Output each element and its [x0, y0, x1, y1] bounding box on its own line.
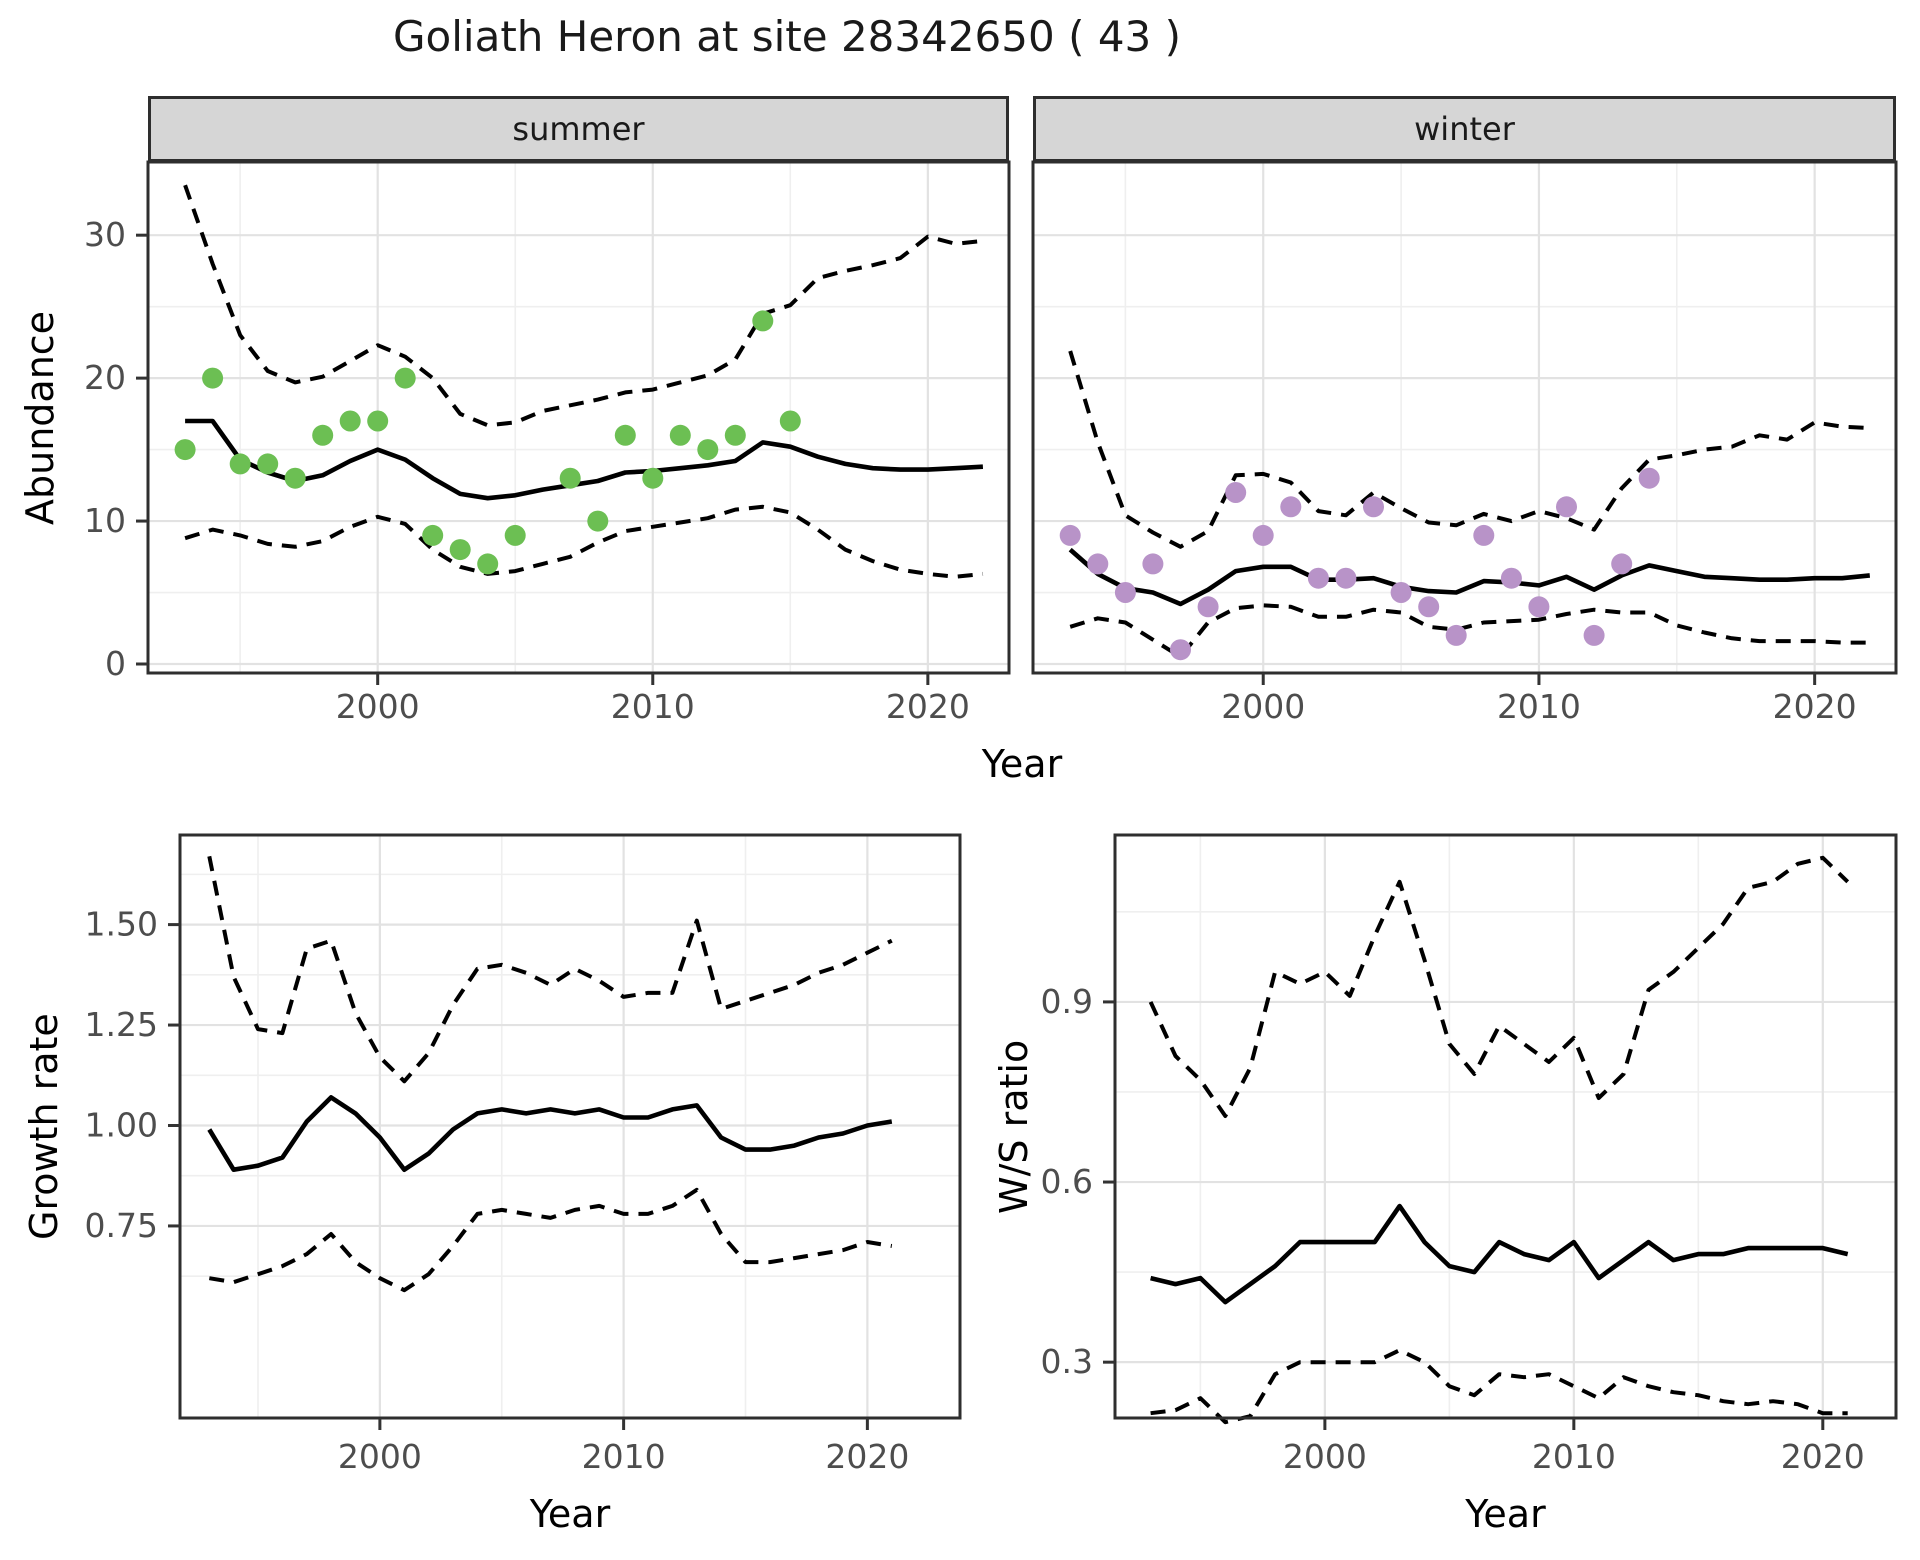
abundance-summer-observation-point	[477, 553, 499, 575]
y-tick-label: 1.25	[85, 1005, 158, 1044]
abundance-summer-observation-point	[697, 439, 719, 461]
y-tick-label: 0.6	[1041, 1162, 1093, 1201]
abundance-winter-observation-point	[1114, 582, 1136, 603]
y-tick-label: 20	[84, 358, 126, 397]
y-tick-label: 30	[84, 215, 126, 254]
x-tick-label: 2000	[1221, 687, 1305, 726]
abundance-winter-observation-point	[1390, 582, 1412, 603]
ws-ratio-mean-line	[1150, 1203, 1849, 1305]
abundance-winter-observation-point	[1445, 624, 1467, 646]
abundance-summer-panel-background	[148, 162, 1009, 673]
abundance-summer-observation-point	[367, 410, 389, 432]
abundance-summer-observation-point	[339, 410, 361, 432]
abundance-summer-observation-point	[614, 424, 636, 446]
x-axis-title-growth-rate: Year	[529, 1492, 611, 1536]
y-tick-label: 0.3	[1041, 1342, 1093, 1381]
y-tick-label: 1.00	[85, 1105, 158, 1144]
abundance-summer-observation-point	[312, 424, 334, 446]
ws-ratio-panel-background	[1115, 835, 1896, 1418]
facet-strip-winter-label: winter	[1414, 110, 1515, 148]
x-tick-label: 2000	[1283, 1437, 1367, 1476]
ws-ratio-upper_ci-line	[1148, 855, 1850, 1118]
abundance-winter-observation-point	[1087, 553, 1109, 575]
y-tick-label: 0.75	[85, 1206, 158, 1245]
y-tick-label: 10	[84, 501, 126, 540]
abundance-winter-observation-point	[1142, 553, 1164, 575]
abundance-summer-observation-point	[504, 524, 526, 546]
ws-ratio-lower_ci-line	[1150, 1348, 1848, 1425]
abundance-summer-mean-line	[185, 418, 984, 501]
abundance-winter-observation-point	[1059, 524, 1081, 546]
abundance-winter-observation-point	[1473, 524, 1495, 546]
abundance-winter-observation-point	[1528, 596, 1550, 618]
chart-title: Goliath Heron at site 28342650 ( 43 )	[393, 12, 1181, 61]
abundance-winter-observation-point	[1500, 567, 1522, 589]
y-tick-label: 0.9	[1041, 982, 1093, 1021]
y-tick-label: 0	[105, 644, 126, 683]
facet-strip-winter: winter	[1033, 96, 1896, 162]
abundance-winter-observation-point	[1335, 567, 1357, 589]
x-tick-label: 2010	[1532, 1437, 1616, 1476]
abundance-summer-observation-point	[587, 510, 609, 532]
abundance-winter-observation-point	[1252, 524, 1274, 546]
abundance-summer-observation-point	[202, 367, 224, 389]
growth-rate-lower_ci-line	[208, 1187, 893, 1293]
abundance-winter-observation-point	[1611, 553, 1633, 575]
x-tick-label: 2010	[611, 687, 695, 726]
abundance-winter-lower_ci-line	[1069, 603, 1870, 659]
abundance-summer-observation-point	[284, 467, 306, 489]
x-tick-label: 2000	[336, 687, 420, 726]
abundance-summer-observation-point	[422, 524, 444, 546]
abundance-winter-panel-border	[1031, 160, 1898, 675]
abundance-summer-observation-point	[779, 410, 801, 432]
abundance-winter-observation-point	[1583, 624, 1605, 646]
abundance-winter-observation-point	[1638, 467, 1660, 489]
x-tick-label: 2020	[825, 1437, 909, 1476]
growth-rate-upper_ci-line	[207, 855, 893, 1084]
abundance-summer-lower_ci-line	[184, 504, 984, 579]
x-tick-label: 2010	[582, 1437, 666, 1476]
abundance-summer-observation-point	[257, 453, 279, 475]
facet-strip-summer: summer	[148, 96, 1009, 162]
abundance-summer-observation-point	[724, 424, 746, 446]
abundance-summer-observation-point	[229, 453, 251, 475]
x-tick-label: 2020	[886, 687, 970, 726]
x-axis-title-top: Year	[981, 742, 1063, 786]
abundance-winter-observation-point	[1280, 496, 1302, 518]
abundance-summer-panel-border	[146, 160, 1011, 675]
abundance-summer-upper_ci-line	[183, 184, 984, 428]
facet-strip-summer-label: summer	[512, 110, 645, 148]
x-tick-label: 2020	[1773, 687, 1857, 726]
abundance-summer-observation-point	[449, 539, 471, 561]
y-tick-label: 1.50	[85, 905, 158, 944]
ws-ratio-panel-border	[1113, 833, 1898, 1420]
abundance-winter-upper_ci-line	[1068, 350, 1870, 549]
abundance-summer-observation-point	[559, 467, 581, 489]
abundance-winter-observation-point	[1170, 639, 1191, 661]
abundance-winter-observation-point	[1363, 496, 1384, 518]
abundance-summer-observation-point	[669, 424, 691, 446]
x-tick-label: 2000	[338, 1437, 422, 1476]
x-tick-label: 2010	[1497, 687, 1581, 726]
abundance-winter-observation-point	[1197, 596, 1219, 618]
abundance-summer-observation-point	[394, 367, 416, 389]
abundance-winter-observation-point	[1556, 496, 1577, 518]
x-axis-title-ws-ratio: Year	[1465, 1492, 1546, 1536]
abundance-winter-mean-line	[1068, 547, 1871, 607]
abundance-summer-observation-point	[174, 439, 196, 461]
abundance-winter-observation-point	[1307, 567, 1329, 589]
abundance-winter-observation-point	[1418, 596, 1440, 618]
abundance-summer-observation-point	[752, 310, 774, 332]
growth-rate-mean-line	[207, 1095, 893, 1172]
abundance-summer-observation-point	[642, 467, 664, 489]
abundance-winter-observation-point	[1225, 482, 1247, 503]
x-tick-label: 2020	[1781, 1437, 1865, 1476]
